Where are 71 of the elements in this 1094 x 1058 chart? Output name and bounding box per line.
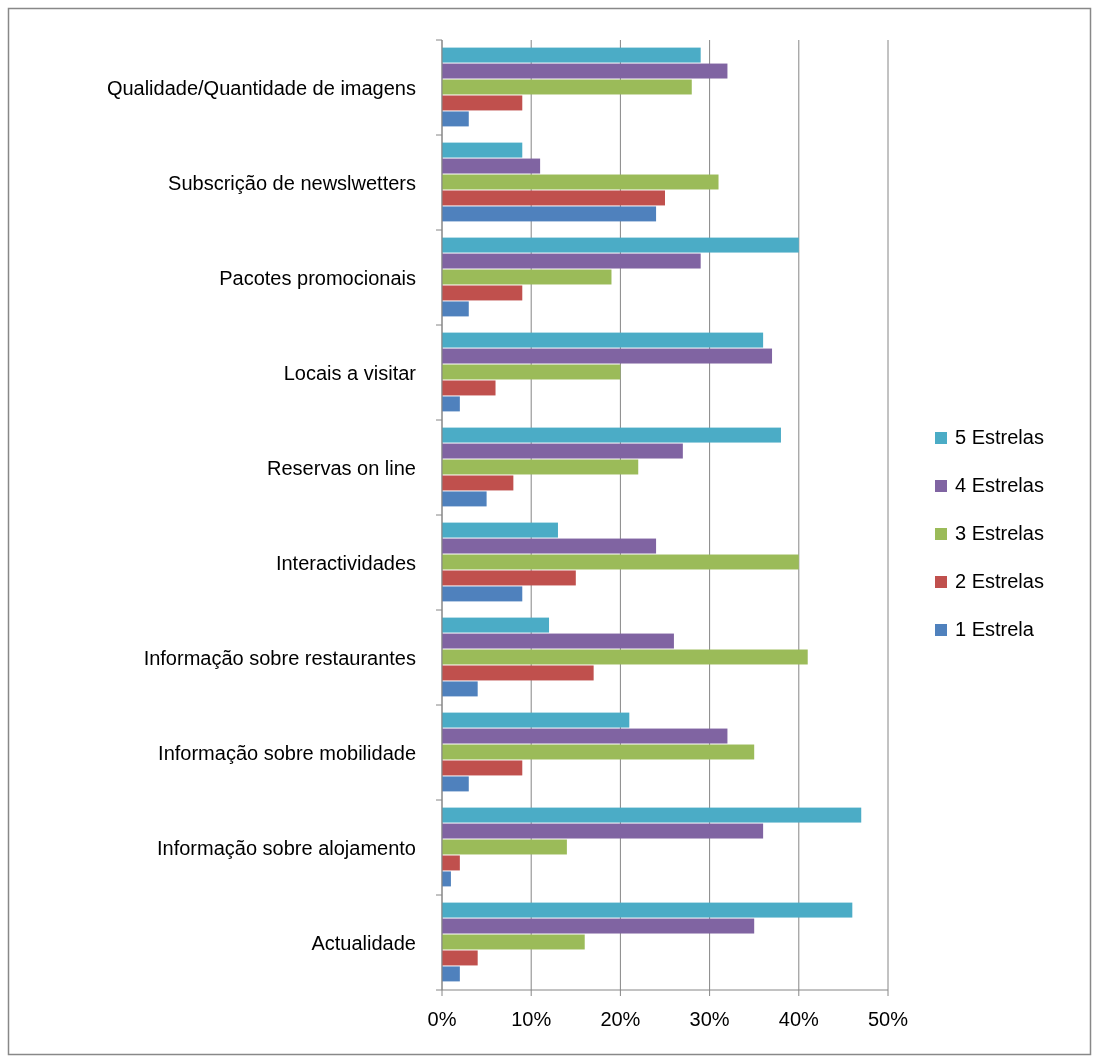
bar [442, 950, 478, 966]
bar [442, 253, 701, 269]
y-tick-label: Interactividades [275, 551, 416, 574]
bar [442, 427, 781, 443]
bar [442, 855, 460, 871]
bar [442, 966, 460, 982]
y-tick-label: Pacotes promocionais [219, 266, 416, 289]
y-tick-label: Locais a visitar [283, 361, 417, 384]
bar [442, 380, 496, 396]
legend-label: 5 Estrelas [955, 426, 1044, 448]
bar [442, 396, 460, 412]
bar [442, 839, 567, 855]
x-tick-label: 0% [427, 1008, 457, 1030]
bar [442, 443, 683, 459]
bar [442, 332, 764, 348]
bar [442, 570, 576, 586]
bar [442, 665, 594, 681]
x-tick-label: 50% [867, 1008, 909, 1030]
bar [442, 174, 719, 190]
bar [442, 285, 523, 301]
bar [442, 158, 541, 174]
bar [442, 237, 799, 253]
y-tick-label: Informação sobre restaurantes [143, 646, 416, 669]
bar [442, 491, 487, 507]
bar [442, 681, 478, 697]
x-tick-label: 30% [689, 1008, 730, 1030]
bar [442, 348, 773, 364]
bar [442, 823, 764, 839]
legend-label: 2 Estrelas [955, 570, 1044, 592]
bar [442, 522, 558, 538]
y-tick-label: Informação sobre alojamento [156, 836, 416, 859]
y-tick-label: Informação sobre mobilidade [158, 741, 416, 764]
x-tick-label: 10% [511, 1008, 552, 1030]
bar [442, 728, 728, 744]
bar [442, 301, 469, 317]
bar [442, 79, 692, 95]
y-tick-label: Qualidade/Quantidade de imagens [106, 76, 416, 99]
x-tick-label: 20% [600, 1008, 641, 1030]
bar [442, 712, 630, 728]
bar [442, 649, 808, 665]
x-tick-label: 40% [778, 1008, 820, 1030]
bar [442, 190, 665, 206]
bar [442, 586, 523, 602]
y-tick-label: Subscrição de newslwetters [168, 171, 416, 194]
bar [442, 776, 469, 792]
legend-label: 4 Estrelas [955, 474, 1044, 496]
bar [442, 111, 469, 127]
bar [442, 269, 612, 285]
bar [442, 902, 853, 918]
bar [442, 142, 523, 158]
bar [442, 364, 621, 380]
legend-label: 3 Estrelas [955, 522, 1044, 544]
bar [442, 206, 657, 222]
bar [442, 633, 674, 649]
bar [442, 744, 755, 760]
bar [442, 459, 639, 475]
bar [442, 617, 550, 633]
bar [442, 760, 523, 776]
bar [442, 871, 451, 887]
bar [442, 934, 585, 950]
legend-label: 1 Estrela [955, 618, 1035, 640]
bar [442, 554, 799, 570]
y-tick-label: Actualidade [311, 931, 416, 954]
bar [442, 807, 862, 823]
bar [442, 63, 728, 79]
bar [442, 538, 657, 554]
y-tick-label: Reservas on line [267, 456, 416, 479]
bar [442, 918, 755, 934]
bar [442, 95, 523, 111]
bar [442, 47, 701, 63]
bar [442, 475, 514, 491]
